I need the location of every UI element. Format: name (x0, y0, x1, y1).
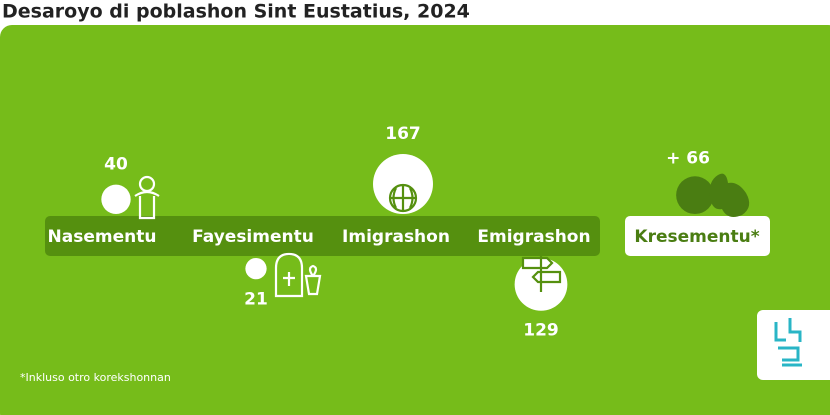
category-label: Emigrashon (477, 227, 590, 247)
logo (757, 310, 830, 380)
value-label: 167 (385, 124, 421, 144)
result-label: Kresementu* (634, 227, 759, 247)
label-bar (45, 216, 600, 256)
chart-title: Desaroyo di poblashon Sint Eustatius, 20… (2, 1, 470, 23)
category-label: Nasementu (48, 227, 157, 247)
value-label: 129 (523, 321, 559, 341)
result-icon (709, 173, 750, 217)
category-label: Imigrashon (342, 227, 450, 247)
value-label: 40 (104, 155, 128, 175)
result-value-label: + 66 (666, 148, 710, 168)
logo-mark (774, 318, 802, 367)
footnote: *Inkluso otro korekshonnan (20, 371, 171, 384)
icons (134, 175, 562, 298)
bubble (101, 184, 131, 214)
category-label: Fayesimentu (192, 227, 314, 247)
bubble (245, 258, 267, 280)
value-label: 21 (244, 289, 268, 309)
result-bubble (676, 176, 714, 214)
result-box (625, 216, 770, 256)
